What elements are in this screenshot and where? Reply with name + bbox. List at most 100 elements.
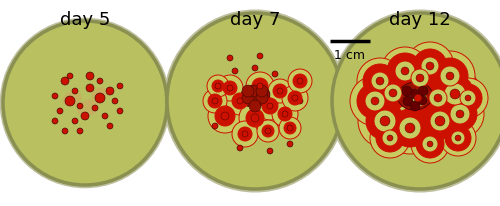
Circle shape: [52, 118, 58, 124]
Text: day 12: day 12: [389, 11, 451, 29]
Circle shape: [265, 128, 271, 134]
Circle shape: [232, 93, 248, 109]
Circle shape: [97, 78, 103, 84]
Circle shape: [445, 125, 471, 151]
Circle shape: [52, 93, 58, 99]
Circle shape: [444, 83, 466, 105]
Circle shape: [72, 118, 78, 124]
Circle shape: [395, 61, 415, 81]
Circle shape: [450, 89, 460, 99]
Circle shape: [399, 117, 421, 139]
Ellipse shape: [240, 85, 270, 107]
Circle shape: [297, 78, 303, 84]
Circle shape: [404, 62, 436, 94]
Circle shape: [389, 89, 397, 97]
Circle shape: [429, 68, 481, 120]
Circle shape: [396, 76, 440, 120]
Ellipse shape: [3, 21, 167, 185]
Circle shape: [292, 95, 298, 101]
Circle shape: [436, 90, 484, 138]
Circle shape: [384, 102, 436, 154]
Circle shape: [262, 125, 274, 137]
Circle shape: [287, 125, 293, 131]
Circle shape: [370, 118, 410, 158]
Circle shape: [278, 107, 292, 121]
Circle shape: [282, 111, 288, 117]
Circle shape: [272, 101, 298, 127]
Circle shape: [358, 94, 412, 148]
Circle shape: [252, 78, 268, 94]
Text: day 7: day 7: [230, 11, 280, 29]
Circle shape: [208, 94, 222, 108]
Circle shape: [256, 92, 284, 120]
Circle shape: [440, 120, 476, 156]
Circle shape: [256, 92, 268, 104]
Circle shape: [366, 102, 404, 140]
Circle shape: [293, 74, 307, 88]
Circle shape: [363, 64, 397, 98]
Circle shape: [455, 135, 461, 141]
Circle shape: [365, 91, 385, 111]
Ellipse shape: [92, 87, 108, 101]
Circle shape: [450, 104, 470, 124]
Circle shape: [377, 77, 409, 109]
Circle shape: [456, 110, 464, 118]
Circle shape: [443, 97, 477, 131]
Circle shape: [226, 87, 254, 115]
Circle shape: [223, 81, 237, 95]
Circle shape: [416, 76, 460, 120]
Circle shape: [208, 99, 242, 133]
Circle shape: [212, 98, 218, 104]
Circle shape: [350, 76, 400, 126]
Circle shape: [297, 98, 303, 104]
Circle shape: [262, 98, 278, 114]
Circle shape: [86, 84, 94, 92]
Circle shape: [62, 128, 68, 134]
Circle shape: [402, 82, 434, 114]
Circle shape: [237, 145, 243, 151]
Circle shape: [242, 131, 248, 137]
Circle shape: [227, 55, 233, 61]
Ellipse shape: [0, 18, 170, 188]
Circle shape: [417, 95, 427, 105]
Circle shape: [72, 88, 78, 94]
Circle shape: [288, 69, 312, 93]
Circle shape: [448, 78, 488, 118]
Circle shape: [242, 85, 254, 97]
Circle shape: [272, 71, 278, 77]
Circle shape: [86, 72, 94, 80]
Circle shape: [267, 148, 273, 154]
Circle shape: [435, 116, 445, 126]
Circle shape: [221, 112, 229, 120]
Circle shape: [426, 62, 434, 70]
Circle shape: [381, 47, 429, 95]
Circle shape: [460, 90, 476, 106]
Circle shape: [257, 120, 279, 142]
Circle shape: [371, 71, 415, 115]
Circle shape: [434, 94, 442, 102]
Circle shape: [203, 89, 227, 113]
Circle shape: [357, 58, 403, 104]
Circle shape: [107, 123, 113, 129]
Circle shape: [409, 89, 427, 107]
Circle shape: [112, 98, 118, 104]
Circle shape: [414, 94, 422, 102]
Circle shape: [376, 77, 384, 85]
Circle shape: [102, 113, 108, 119]
Circle shape: [382, 130, 398, 146]
Circle shape: [282, 85, 308, 111]
Circle shape: [380, 116, 390, 126]
Circle shape: [284, 122, 296, 134]
Circle shape: [430, 111, 450, 131]
Circle shape: [106, 87, 114, 95]
Circle shape: [257, 53, 263, 59]
Circle shape: [418, 86, 428, 96]
Circle shape: [238, 127, 252, 141]
Circle shape: [440, 66, 460, 86]
Circle shape: [232, 121, 258, 147]
Text: 1 cm: 1 cm: [334, 49, 366, 62]
Circle shape: [256, 85, 268, 97]
Circle shape: [421, 57, 439, 75]
Circle shape: [422, 136, 438, 152]
Circle shape: [391, 109, 429, 147]
